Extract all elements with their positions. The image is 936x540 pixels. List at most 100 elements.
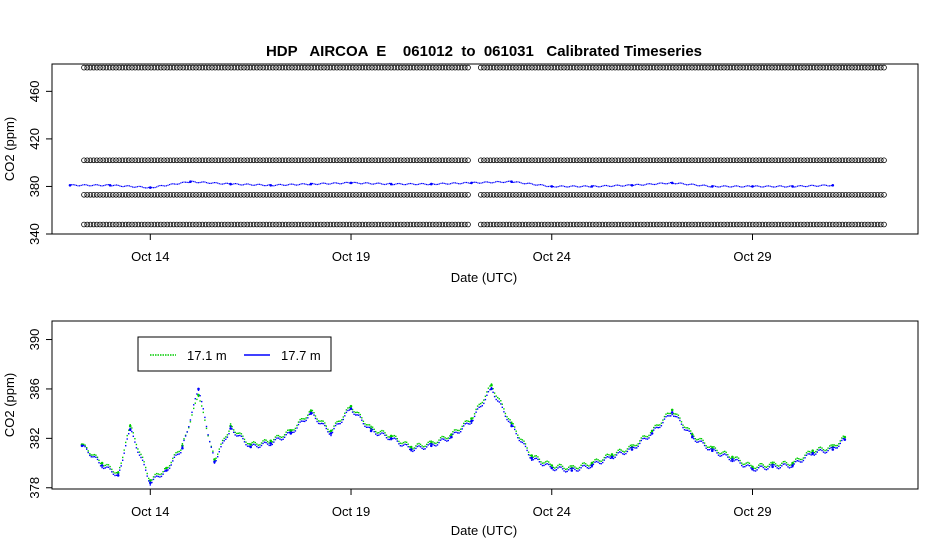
bottom-data-point [515,430,517,432]
top-calibration-point [525,64,532,71]
bottom-data-point [336,423,338,425]
top-data-point [705,184,707,187]
top-data-point [588,186,590,188]
top-data-point [766,185,768,187]
top-data-point [287,184,289,186]
bottom-data-point [412,450,414,453]
top-calibration-point [490,192,497,198]
top-calibration-point [701,64,708,71]
bottom-data-point [779,467,781,469]
bottom-anchor-point [450,433,453,436]
top-calibration-point [749,192,756,198]
bottom-data-point [561,465,564,468]
top-calibration-point [190,192,196,198]
top-data-point [642,184,644,186]
top-data-point [427,184,429,186]
bottom-anchor-point [490,383,493,387]
bottom-data-point [662,421,664,424]
bottom-data-point [387,438,389,441]
top-calibration-point [781,221,788,228]
top-data-point [829,185,831,187]
bottom-data-point [404,443,406,445]
top-calibration-point [477,157,484,164]
top-anchor-point [389,182,393,186]
top-data-point [140,185,142,188]
top-calibration-point [663,157,670,164]
bottom-data-point [649,432,652,434]
top-calibration-point [298,221,305,228]
top-calibration-point [174,64,180,71]
top-calibration-point [660,221,666,228]
top-data-point [673,182,675,185]
bottom-data-point [401,442,403,445]
bottom-data-point [375,430,377,433]
top-calibration-point [522,157,529,164]
top-calibration-point [817,221,823,228]
top-calibration-point [503,157,510,164]
bottom-data-point [705,445,707,447]
top-data-point [247,183,249,185]
bottom-anchor-point [711,449,714,453]
top-calibration-point [455,64,462,71]
bottom-data-point [167,469,169,471]
top-calibration-point [423,64,430,71]
bottom-data-point [537,458,539,461]
top-calibration-point [372,221,379,228]
bottom-data-point [418,445,420,447]
top-data-point [345,181,347,183]
bottom-data-point [540,461,542,463]
top-calibration-point [753,192,759,198]
top-data-point [495,181,497,183]
top-calibration-point [647,64,654,71]
bottom-anchor-point [843,438,847,441]
top-calibration-point [657,192,663,198]
top-calibration-point [458,64,465,71]
bottom-data-point [659,424,661,426]
top-calibration-point [769,157,775,164]
top-data-point [538,184,540,186]
top-calibration-point [433,64,439,71]
top-calibration-point [263,221,270,228]
top-data-point [541,184,543,186]
top-calibration-point [247,64,254,71]
top-calibration-point [253,157,260,164]
bottom-data-point [137,451,139,453]
bottom-data-point [271,441,273,443]
top-calibration-point [215,64,222,71]
top-calibration-point [698,221,705,228]
top-calibration-point [276,64,283,71]
bottom-data-point [209,440,211,443]
bottom-data-point [514,428,516,431]
top-calibration-point [241,221,247,228]
bottom-data-point [759,465,761,467]
top-calibration-point [477,192,484,198]
top-calibration-point [810,157,817,164]
top-calibration-point [199,157,206,164]
top-calibration-point [298,192,305,198]
top-calibration-point [295,157,302,164]
top-calibration-point [487,221,494,228]
top-calibration-point [186,157,193,164]
bottom-anchor-point [181,446,184,450]
top-calibration-point [90,157,97,164]
bottom-data-point [126,438,128,440]
top-calibration-point [820,221,826,228]
bottom-data-point [594,459,596,461]
top-data-point [735,185,737,187]
top-calibration-point [858,192,865,198]
bottom-data-point [109,468,111,470]
top-calibration-point [487,192,494,198]
bottom-data-point [507,420,510,423]
top-calibration-point [807,64,814,71]
top-calibration-point [717,157,724,164]
top-calibration-point [138,64,145,71]
top-calibration-point [701,192,708,198]
top-calibration-point [417,221,423,228]
top-calibration-point [551,64,558,71]
top-data-point [106,184,108,186]
bottom-data-point [793,460,795,463]
bottom-data-point [748,465,751,467]
top-data-point [96,184,98,186]
top-data-point [222,183,224,185]
bottom-data-point [257,444,260,446]
